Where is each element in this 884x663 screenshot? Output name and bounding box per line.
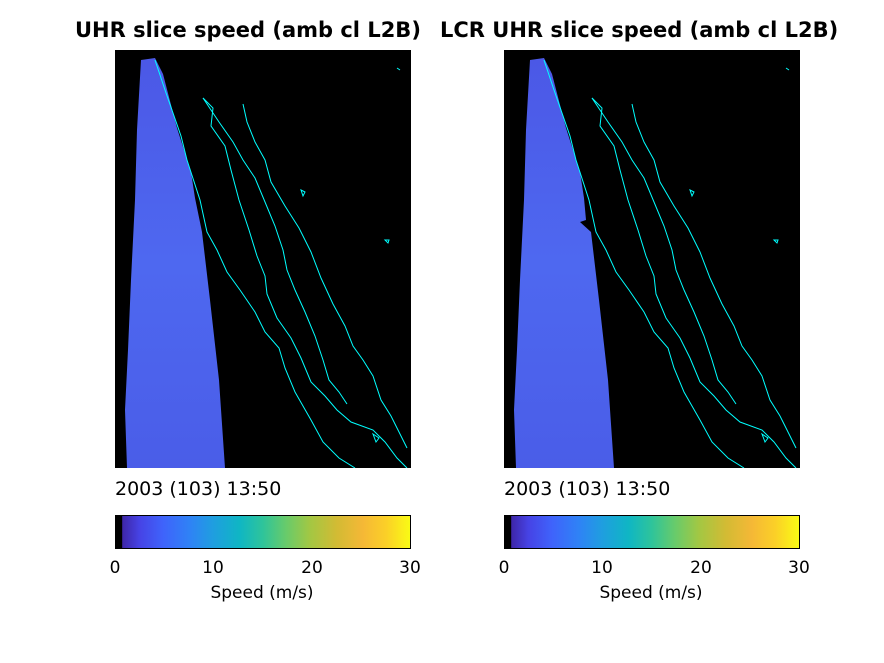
panel2-coastline-mainland: [631, 103, 797, 449]
panel1-colorbar-tick-20: 20: [301, 558, 323, 578]
panel2-coastline: [543, 59, 745, 468]
panel1-island-2: [383, 239, 390, 244]
panel2-coastline-gulf: [591, 97, 737, 405]
panel2-title: LCR UHR slice speed (amb cl L2B): [440, 18, 839, 42]
panel1-colorbar-tick-30: 30: [399, 558, 421, 578]
panel1-coastline-gulf: [202, 97, 348, 405]
panel2-colorbar-tick-10: 10: [591, 558, 613, 578]
panel1-coastline: [154, 59, 356, 468]
panel2-colorbar-tick-20: 20: [690, 558, 712, 578]
panel2-wind-swath: [514, 58, 614, 468]
panel1-timestamp: 2003 (103) 13:50: [115, 478, 282, 500]
panel2-colorbar-tick-0: 0: [498, 558, 510, 578]
panel2-colorbar: [504, 515, 800, 549]
panel1-island-3: [371, 432, 380, 444]
panel2-coastline-peninsula: [591, 97, 797, 468]
panel2-colorbar-label: Speed (m/s): [599, 583, 703, 603]
panel1-coastline-mainland: [242, 103, 408, 449]
panel2-island-1: [689, 189, 695, 198]
panel1-colorbar-tick-0: 0: [109, 558, 121, 578]
panel2-map-svg: [514, 58, 797, 468]
panel2-island-2: [772, 239, 779, 244]
panel2-timestamp: 2003 (103) 13:50: [504, 478, 671, 500]
panel2-colorbar-tick-30: 30: [788, 558, 810, 578]
panel1-colorbar-tick-10: 10: [202, 558, 224, 578]
panel2-island-4: [785, 67, 790, 71]
panel1-speed-map: [115, 50, 411, 468]
panel1-map-svg: [125, 58, 408, 468]
panel1-island-1: [300, 189, 306, 198]
panel1-colorbar: [115, 515, 411, 549]
panel1-coastline-peninsula: [202, 97, 408, 468]
panel2-island-3: [760, 432, 769, 444]
panel1-island-4: [396, 67, 401, 71]
panel1-colorbar-label: Speed (m/s): [210, 583, 314, 603]
panel2-speed-map: [504, 50, 800, 468]
panel1-wind-swath: [125, 58, 225, 468]
panel1-title: UHR slice speed (amb cl L2B): [75, 18, 421, 42]
